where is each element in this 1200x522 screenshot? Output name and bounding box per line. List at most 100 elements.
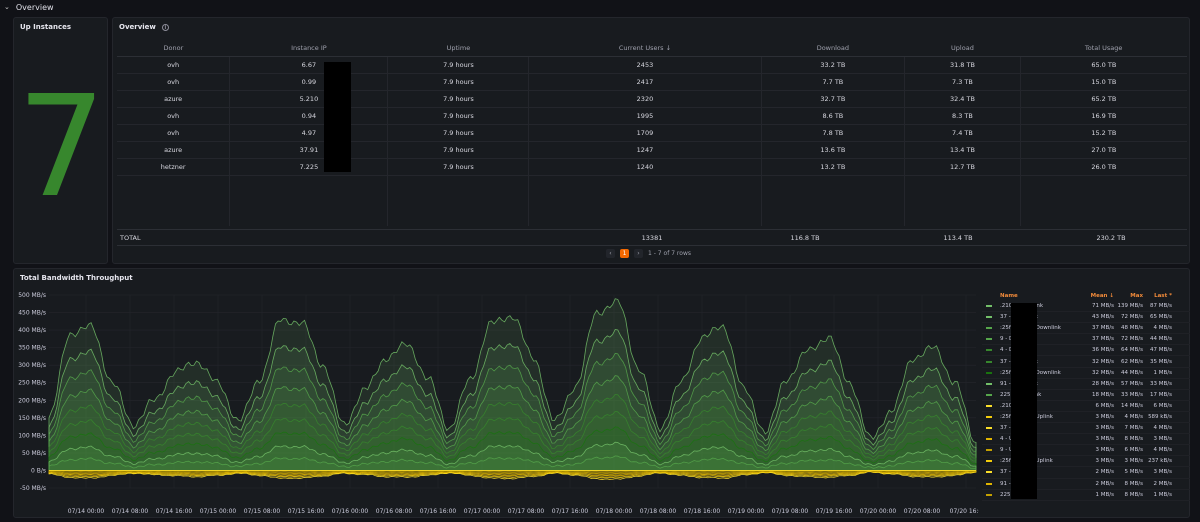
legend-max: 14 MB/s xyxy=(1121,402,1143,409)
table-cell: 33.2 TB xyxy=(761,56,906,74)
table-row[interactable]: ovh 6.67 7.9 hours 2453 33.2 TB 31.8 TB 65.0 T… xyxy=(117,56,1187,74)
legend-max: 62 MB/s xyxy=(1121,358,1143,365)
legend-max: 8 MB/s xyxy=(1124,491,1144,498)
empty-row xyxy=(117,175,1187,192)
table-cell: 16.9 TB xyxy=(1020,107,1187,125)
x-tick-label: 07/16 08:00 xyxy=(376,508,413,515)
legend-mean: 3 MB/s xyxy=(1095,447,1115,454)
redaction-block xyxy=(324,62,351,172)
x-tick-label: 07/15 00:00 xyxy=(200,508,237,515)
table-cell: hetzner xyxy=(117,158,231,176)
table-cell: 1995 xyxy=(528,107,762,125)
row-header-overview[interactable]: ⌄ Overview xyxy=(0,0,1200,14)
table-row[interactable]: ovh 0.99 7.9 hours 2417 7.7 TB 7.3 TB 15.0 TB xyxy=(117,73,1187,91)
series-downlink-area xyxy=(48,426,977,471)
chevron-down-icon[interactable]: ⌄ xyxy=(4,3,10,11)
y-tick-label: 300 MB/s xyxy=(18,362,46,369)
table-cell: 5.210 xyxy=(229,90,389,108)
table-cell: azure xyxy=(117,141,231,159)
x-tick-label: 07/16 16:00 xyxy=(420,508,457,515)
legend-col-last[interactable]: Last * xyxy=(1154,293,1172,299)
series-swatch xyxy=(986,415,992,418)
legend-max: 44 MB/s xyxy=(1121,369,1143,376)
series-swatch xyxy=(986,349,992,352)
redaction-block xyxy=(1011,303,1037,499)
column-header[interactable]: Donor xyxy=(117,41,230,57)
up-instances-value: 7 xyxy=(16,66,107,229)
series-downlink-area xyxy=(48,455,977,471)
table-cell: 13.4 TB xyxy=(904,141,1021,159)
column-header[interactable]: Uptime xyxy=(387,41,529,57)
series-swatch xyxy=(986,316,992,319)
column-header[interactable]: Upload xyxy=(904,41,1021,57)
legend-col-max[interactable]: Max xyxy=(1130,293,1143,299)
table-cell: 7.9 hours xyxy=(387,107,530,125)
table-cell: 7.9 hours xyxy=(387,73,530,91)
table-row[interactable]: azure 37.91 7.9 hours 1247 13.6 TB 13.4 TB 27.… xyxy=(117,141,1187,159)
legend-max: 57 MB/s xyxy=(1121,380,1143,387)
legend-max: 33 MB/s xyxy=(1121,391,1143,398)
table-cell: 65.2 TB xyxy=(1020,90,1187,108)
x-tick-label: 07/19 08:00 xyxy=(772,508,809,515)
total-users: 13381 xyxy=(641,233,663,242)
next-page-button[interactable]: › xyxy=(634,249,643,258)
panel-title: Total Bandwidth Throughput xyxy=(20,274,133,282)
table-cell: 8.3 TB xyxy=(904,107,1021,125)
y-tick-label: 200 MB/s xyxy=(18,397,46,404)
legend-mean: 28 MB/s xyxy=(1092,380,1114,387)
column-header[interactable]: Total Usage xyxy=(1020,41,1187,57)
legend-last: 47 MB/s xyxy=(1150,347,1172,354)
legend-max: 8 MB/s xyxy=(1124,436,1144,443)
legend-last: 87 MB/s xyxy=(1150,303,1172,310)
bandwidth-chart[interactable]: 500 MB/s 450 MB/s 400 MB/s 350 MB/s 300 MB/s… xyxy=(14,285,979,517)
legend-last: 3 MB/s xyxy=(1153,469,1173,476)
table-row[interactable]: azure 5.210 7.9 hours 2320 32.7 TB 32.4 TB 65.… xyxy=(117,90,1187,108)
legend-last: 35 MB/s xyxy=(1150,358,1172,365)
pagination: ‹ 1 › 1 - 7 of 7 rows xyxy=(606,249,691,258)
x-tick-label: 07/17 08:00 xyxy=(508,508,545,515)
empty-row xyxy=(117,209,1187,226)
prev-page-button[interactable]: ‹ xyxy=(606,249,615,258)
table-cell: 27.0 TB xyxy=(1020,141,1187,159)
total-upload: 113.4 TB xyxy=(943,233,973,242)
legend-mean: 3 MB/s xyxy=(1095,436,1115,443)
series-downlink-area xyxy=(48,410,977,471)
legend-mean: 2 MB/s xyxy=(1095,480,1115,487)
legend-last: 4 MB/s xyxy=(1153,425,1173,432)
table-cell: ovh xyxy=(117,107,231,125)
x-tick-label: 07/16 00:00 xyxy=(332,508,369,515)
legend-last: 6 MB/s xyxy=(1153,402,1173,409)
legend-mean: 32 MB/s xyxy=(1092,369,1114,376)
column-header[interactable]: Current Users ↓ xyxy=(528,41,762,57)
series-swatch xyxy=(986,382,992,385)
legend-last: 4 MB/s xyxy=(1153,447,1173,454)
table-cell: 12.7 TB xyxy=(904,158,1021,176)
info-icon[interactable]: i xyxy=(161,23,169,31)
x-tick-label: 07/18 00:00 xyxy=(596,508,633,515)
table-cell: ovh xyxy=(117,73,231,91)
table-cell: 13.6 TB xyxy=(761,141,906,159)
table-row[interactable]: hetzner 7.225 7.9 hours 1240 13.2 TB 12.7 TB 2… xyxy=(117,158,1187,176)
table-row[interactable]: ovh 0.94 7.9 hours 1995 8.6 TB 8.3 TB 16.9 TB xyxy=(117,107,1187,125)
legend-last: 4 MB/s xyxy=(1153,325,1173,332)
x-tick-label: 07/17 16:00 xyxy=(552,508,589,515)
legend-mean: 2 MB/s xyxy=(1095,469,1115,476)
table-cell: 2320 xyxy=(528,90,762,108)
page-1-button[interactable]: 1 xyxy=(620,249,629,258)
table-cell: 13.2 TB xyxy=(761,158,906,176)
table-cell: 2453 xyxy=(528,56,762,74)
y-tick-label: 0 B/s xyxy=(31,467,46,474)
table-row[interactable]: ovh 4.97 7.9 hours 1709 7.8 TB 7.4 TB 15.2 TB xyxy=(117,124,1187,142)
legend-mean: 3 MB/s xyxy=(1095,458,1115,465)
column-header[interactable]: Download xyxy=(761,41,905,57)
table-cell: 26.0 TB xyxy=(1020,158,1187,176)
x-tick-label: 07/20 08:00 xyxy=(904,508,941,515)
legend-col-mean[interactable]: Mean ↓ xyxy=(1090,293,1114,299)
series-swatch xyxy=(986,404,992,407)
legend-mean: 6 MB/s xyxy=(1095,402,1115,409)
table-cell: 7.9 hours xyxy=(387,56,530,74)
series-swatch xyxy=(986,438,992,441)
legend-col-name[interactable]: Name xyxy=(1000,293,1018,299)
column-header[interactable]: Instance IP xyxy=(229,41,388,57)
y-tick-label: -50 MB/s xyxy=(20,485,46,492)
